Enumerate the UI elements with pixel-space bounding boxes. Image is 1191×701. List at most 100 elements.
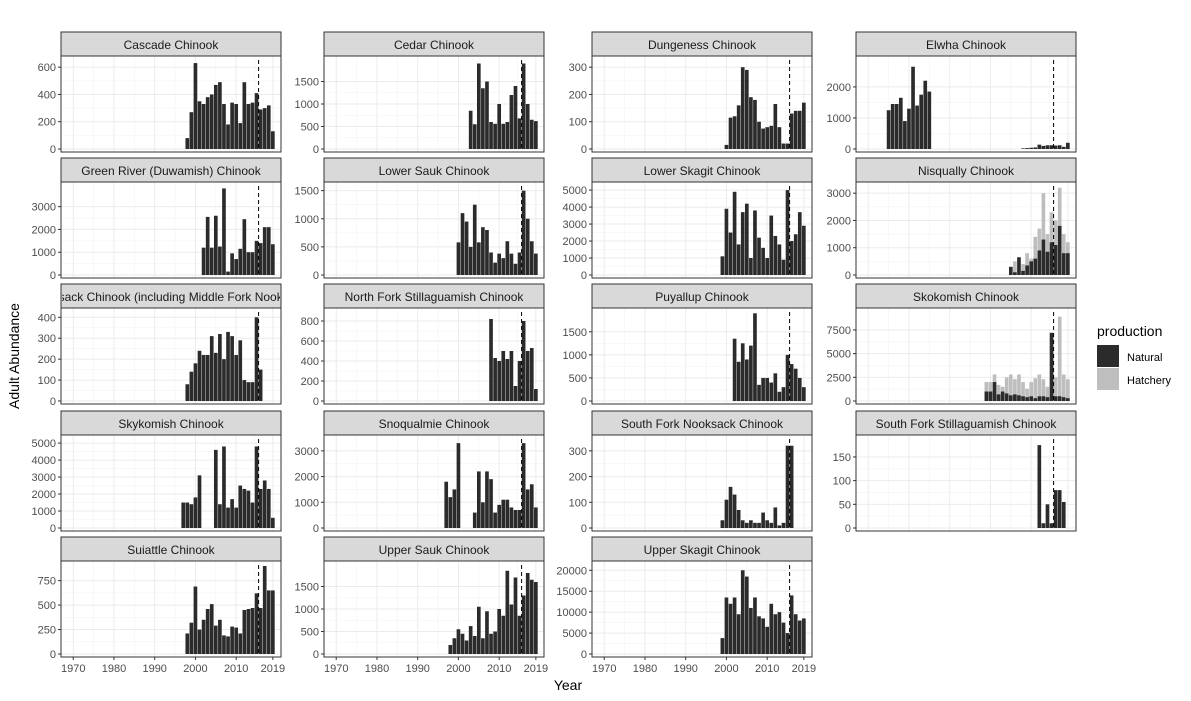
bars: [1008, 187, 1070, 275]
bar-natural: [1017, 395, 1021, 401]
bar-natural: [250, 382, 255, 401]
bars: [984, 316, 1070, 401]
bar-natural: [1025, 265, 1029, 275]
bar-natural: [720, 256, 725, 275]
gridlines: [324, 308, 544, 404]
bar-natural: [205, 609, 210, 654]
y-tick-label: 2500: [827, 372, 851, 384]
panel-border: [60, 560, 282, 658]
y-tick-label: 5000: [827, 349, 851, 361]
bar-hatchery: [1029, 382, 1034, 401]
y-tick-label: 2000: [827, 215, 851, 227]
facet-strip: [855, 31, 1077, 57]
bar-natural: [185, 384, 190, 401]
bar-natural: [509, 95, 514, 149]
y-tick-label: 1000: [563, 253, 587, 265]
x-tick-label: 1990: [142, 663, 166, 675]
facet-panel: Snoqualmie Chinook 0 1000 2000 3000: [295, 410, 545, 535]
bar-natural: [209, 336, 214, 401]
y-tick-label: 0: [581, 396, 587, 408]
bar-natural: [513, 263, 518, 275]
facet-title: Cascade Chinook: [124, 38, 220, 52]
bar-natural: [230, 253, 234, 275]
facet-title: South Fork Stillaguamish Chinook: [876, 417, 1058, 431]
bar-natural: [753, 210, 757, 275]
bar-hatchery: [1025, 253, 1029, 275]
bar-natural: [468, 246, 473, 275]
panel-border: [60, 307, 282, 405]
bar-natural: [189, 112, 194, 149]
bar-natural: [769, 215, 774, 275]
bar-natural: [992, 382, 997, 401]
bar-natural: [797, 377, 802, 401]
bars: [448, 570, 538, 654]
bar-natural: [740, 520, 745, 528]
bar-natural: [242, 609, 247, 654]
y-tick-label: 2000: [563, 236, 587, 248]
bar-natural: [489, 252, 493, 275]
bar-natural: [513, 577, 518, 654]
bar-natural: [238, 123, 243, 149]
bar-natural: [732, 338, 737, 401]
bar-natural: [785, 445, 790, 528]
facet-strip: [591, 536, 813, 562]
bar-natural: [777, 612, 782, 654]
x-tick-label: 2019: [261, 663, 285, 675]
bar-natural: [1037, 250, 1042, 275]
bar-hatchery: [1045, 386, 1050, 401]
bars: [181, 446, 275, 528]
y-tick-label: 1000: [563, 350, 587, 362]
bars: [489, 319, 538, 401]
bar-natural: [534, 507, 538, 528]
bar-natural: [744, 203, 749, 275]
bar-natural: [205, 97, 210, 149]
bar-natural: [769, 603, 774, 654]
bar-natural: [781, 387, 786, 401]
y-tick-label: 100: [569, 117, 587, 129]
y-tick-label: 0: [50, 144, 56, 156]
y-tick-label: 1000: [32, 247, 56, 259]
bars: [185, 63, 275, 149]
bar-natural: [460, 633, 465, 654]
bar-natural: [226, 124, 230, 149]
bar-natural: [1061, 397, 1066, 401]
bar-natural: [984, 391, 989, 401]
bar-natural: [753, 522, 757, 528]
facet-panel: Upper Skagit Chinook 0 5000 10000 15000 20000…: [556, 536, 816, 675]
bar-natural: [193, 497, 198, 528]
bar-natural: [238, 633, 243, 654]
bar-natural: [781, 522, 786, 528]
bar-natural: [927, 91, 932, 149]
bar-natural: [258, 488, 263, 528]
bar-natural: [732, 597, 737, 654]
bar-natural: [802, 618, 806, 654]
y-tick-label: 3000: [32, 202, 56, 214]
bar-natural: [1021, 396, 1025, 401]
bar-natural: [529, 241, 534, 275]
legend-swatch-hatchery: [1097, 368, 1119, 390]
bar-natural: [485, 81, 489, 149]
bar-natural: [242, 380, 247, 401]
y-tick-label: 2000: [32, 489, 56, 501]
bar-hatchery: [1033, 236, 1038, 275]
bar-natural: [254, 317, 259, 401]
bar-natural: [448, 645, 453, 654]
bar-natural: [517, 252, 522, 275]
y-tick-label: 0: [50, 649, 56, 661]
y-tick-label: 1000: [295, 604, 319, 616]
y-tick-label: 100: [38, 375, 56, 387]
bar-hatchery: [1021, 382, 1025, 401]
bar-natural: [201, 619, 206, 654]
bar-natural: [234, 354, 239, 401]
x-tick-label: 2010: [224, 663, 248, 675]
bar-natural: [493, 358, 497, 401]
bar-natural: [218, 504, 222, 528]
facet-strip: [323, 31, 545, 57]
y-tick-label: 400: [301, 356, 319, 368]
y-tick-label: 0: [845, 144, 851, 156]
y-tick-label: 500: [569, 373, 587, 385]
bar-natural: [797, 212, 802, 275]
panel-border: [60, 434, 282, 532]
y-tick-label: 300: [38, 333, 56, 345]
bar-natural: [757, 522, 761, 528]
